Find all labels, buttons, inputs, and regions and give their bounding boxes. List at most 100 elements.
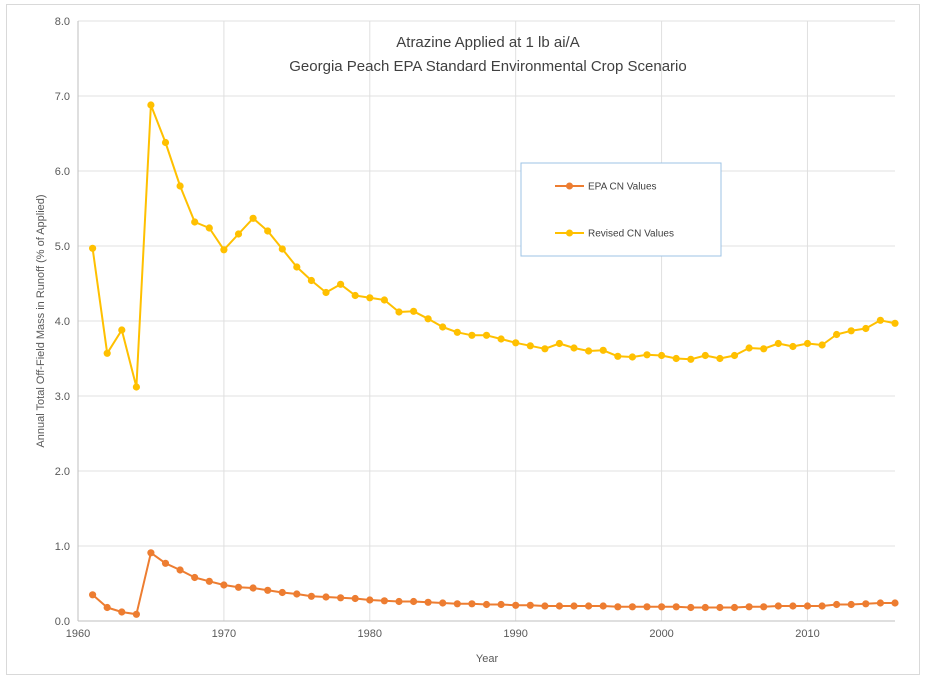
data-point-epa: [687, 604, 694, 611]
data-point-revised: [819, 341, 826, 348]
legend-label-epa: EPA CN Values: [588, 182, 657, 193]
data-point-revised: [629, 353, 636, 360]
data-point-epa: [570, 602, 577, 609]
data-point-epa: [439, 599, 446, 606]
data-point-epa: [716, 604, 723, 611]
data-point-revised: [337, 281, 344, 288]
data-point-revised: [731, 352, 738, 359]
data-point-epa: [848, 601, 855, 608]
gridlines: [78, 21, 895, 621]
data-point-revised: [235, 230, 242, 237]
chart-subtitle: Georgia Peach EPA Standard Environmental…: [289, 58, 686, 75]
data-point-revised: [395, 308, 402, 315]
series-line-epa: [93, 553, 895, 615]
data-point-epa: [308, 593, 315, 600]
data-point-epa: [862, 600, 869, 607]
legend: EPA CN Values Revised CN Values: [521, 163, 721, 256]
data-point-epa: [541, 602, 548, 609]
data-point-epa: [614, 603, 621, 610]
x-tick-label: 2000: [649, 628, 673, 640]
legend-label-revised: Revised CN Values: [588, 229, 674, 240]
x-tick-label: 1970: [212, 628, 236, 640]
data-point-epa: [877, 599, 884, 606]
y-tick-label: 3.0: [55, 391, 70, 403]
data-point-revised: [250, 215, 257, 222]
data-point-revised: [264, 227, 271, 234]
data-point-epa: [891, 599, 898, 606]
data-point-epa: [425, 599, 432, 606]
data-point-revised: [556, 340, 563, 347]
data-point-revised: [322, 289, 329, 296]
data-point-revised: [439, 323, 446, 330]
data-point-epa: [585, 602, 592, 609]
data-point-epa: [804, 602, 811, 609]
y-tick-label: 7.0: [55, 91, 70, 103]
data-point-epa: [293, 590, 300, 597]
data-point-revised: [600, 347, 607, 354]
data-point-epa: [819, 602, 826, 609]
data-point-epa: [381, 597, 388, 604]
data-point-revised: [468, 332, 475, 339]
data-point-revised: [133, 383, 140, 390]
data-point-revised: [833, 331, 840, 338]
x-axis-title: Year: [476, 653, 499, 665]
data-point-epa: [643, 603, 650, 610]
data-point-revised: [570, 344, 577, 351]
y-axis-title: Annual Total Off-Field Mass in Runoff (%…: [35, 194, 47, 447]
data-point-revised: [89, 245, 96, 252]
data-point-revised: [673, 355, 680, 362]
data-point-epa: [556, 602, 563, 609]
data-point-revised: [716, 355, 723, 362]
x-tick-label: 1990: [503, 628, 527, 640]
data-point-epa: [104, 604, 111, 611]
data-point-revised: [206, 224, 213, 231]
y-tick-label: 2.0: [55, 466, 70, 478]
data-point-epa: [395, 598, 402, 605]
y-tick-label: 6.0: [55, 166, 70, 178]
data-point-revised: [848, 327, 855, 334]
y-tick-label: 0.0: [55, 616, 70, 628]
data-point-revised: [585, 347, 592, 354]
data-point-epa: [775, 602, 782, 609]
data-point-revised: [775, 340, 782, 347]
legend-box: [521, 163, 721, 256]
data-point-revised: [104, 350, 111, 357]
data-point-epa: [279, 589, 286, 596]
data-point-epa: [118, 608, 125, 615]
data-point-revised: [512, 339, 519, 346]
data-point-epa: [512, 602, 519, 609]
data-point-revised: [162, 139, 169, 146]
data-point-epa: [746, 603, 753, 610]
data-point-epa: [133, 611, 140, 618]
data-point-epa: [322, 593, 329, 600]
chart-title: Atrazine Applied at 1 lb ai/A: [396, 34, 579, 51]
data-point-revised: [147, 101, 154, 108]
data-point-epa: [250, 584, 257, 591]
data-point-revised: [687, 356, 694, 363]
data-point-epa: [89, 591, 96, 598]
data-point-revised: [804, 340, 811, 347]
y-tick-label: 1.0: [55, 541, 70, 553]
data-point-revised: [352, 292, 359, 299]
data-point-revised: [877, 317, 884, 324]
data-point-epa: [527, 602, 534, 609]
legend-marker-revised: [566, 230, 573, 237]
data-point-revised: [425, 315, 432, 322]
data-point-revised: [891, 320, 898, 327]
data-point-revised: [746, 344, 753, 351]
data-point-epa: [658, 603, 665, 610]
data-point-revised: [191, 218, 198, 225]
data-point-revised: [527, 342, 534, 349]
data-point-epa: [191, 574, 198, 581]
data-point-revised: [643, 351, 650, 358]
data-point-epa: [600, 602, 607, 609]
data-point-revised: [410, 308, 417, 315]
data-point-revised: [789, 343, 796, 350]
data-point-epa: [235, 584, 242, 591]
data-point-epa: [498, 601, 505, 608]
data-point-revised: [177, 182, 184, 189]
data-point-epa: [468, 600, 475, 607]
data-point-epa: [366, 596, 373, 603]
data-point-revised: [483, 332, 490, 339]
